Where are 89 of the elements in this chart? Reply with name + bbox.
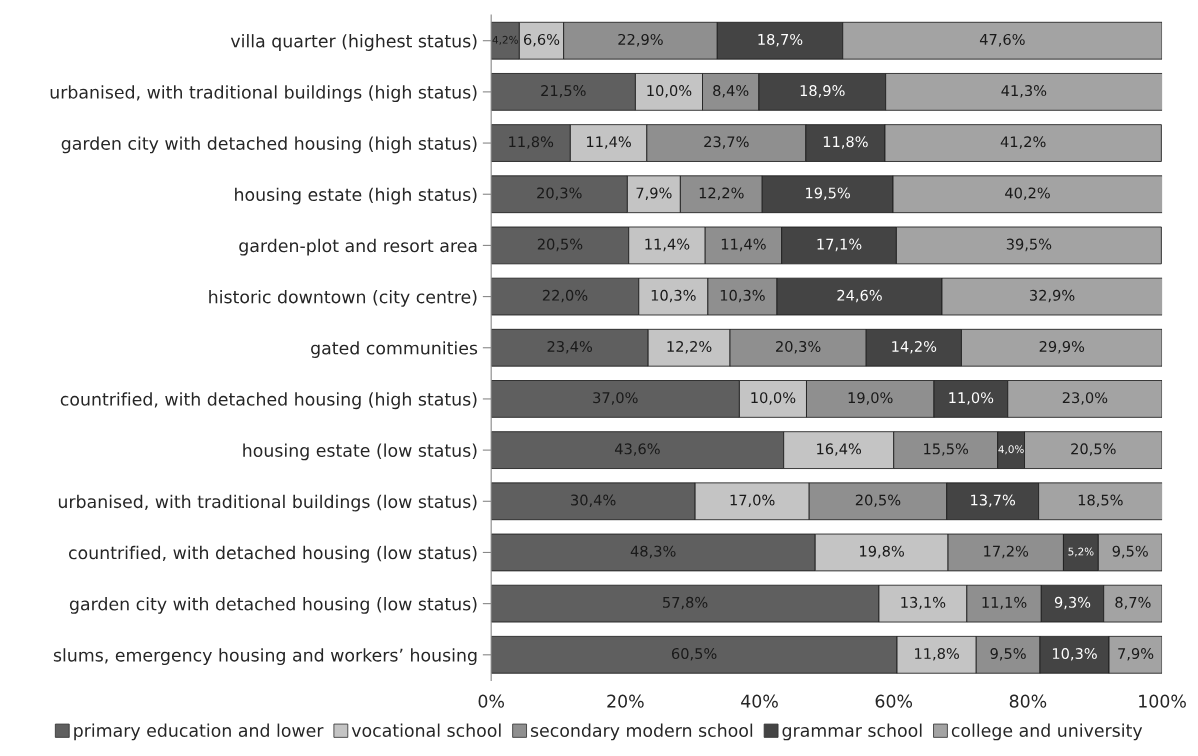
data-label: 37,0% xyxy=(593,392,638,405)
data-label: 16,4% xyxy=(817,443,862,456)
y-tick-label: housing estate (high status) xyxy=(235,187,477,205)
data-label: 10,3% xyxy=(720,289,765,303)
data-label: 11,4% xyxy=(645,238,690,252)
data-label: 19,5% xyxy=(806,187,850,200)
data-label: 23,4% xyxy=(547,340,593,354)
data-label: 13,7% xyxy=(971,494,1016,508)
data-label: 19,0% xyxy=(848,392,893,405)
data-label: 4,2% xyxy=(492,35,518,45)
data-label: 11,8% xyxy=(823,136,868,149)
data-label: 18,9% xyxy=(800,85,845,98)
data-label: 22,0% xyxy=(542,289,588,303)
data-label: 4,0% xyxy=(998,445,1024,455)
data-label: 30,4% xyxy=(571,494,616,508)
y-tick-label: garden city with detached housing (high status) xyxy=(61,136,477,154)
y-tick-label: slums, emergency housing and workers’ housing xyxy=(53,648,477,666)
data-label: 41,2% xyxy=(1000,136,1046,149)
data-label: 12,2% xyxy=(699,187,744,200)
data-label: 11,4% xyxy=(587,136,631,149)
data-label: 24,6% xyxy=(837,289,882,303)
data-label: 8,7% xyxy=(1115,596,1151,610)
data-label: 47,6% xyxy=(979,33,1025,47)
data-label: 22,9% xyxy=(618,33,663,47)
data-label: 10,0% xyxy=(647,85,692,98)
data-label: 18,5% xyxy=(1078,494,1123,508)
y-tick-label: villa quarter (highest status) xyxy=(230,34,477,51)
data-label: 9,5% xyxy=(1112,545,1148,559)
data-label: 18,7% xyxy=(758,33,803,47)
data-label: 40,2% xyxy=(1005,187,1050,200)
data-label: 48,3% xyxy=(630,545,676,559)
data-label: 11,8% xyxy=(915,648,959,661)
data-label: 7,9% xyxy=(636,187,672,200)
data-label: 43,6% xyxy=(614,443,660,456)
data-label: 23,7% xyxy=(704,136,749,149)
data-label: 9,5% xyxy=(990,648,1026,661)
data-label: 20,5% xyxy=(537,238,583,252)
legend-label: college and university xyxy=(951,723,1143,741)
data-label: 20,3% xyxy=(776,340,821,354)
data-label: 14,2% xyxy=(892,340,937,354)
y-tick-label: historic downtown (city centre) xyxy=(209,289,477,307)
y-tick-label: countrified, with detached housing (low status) xyxy=(68,545,477,563)
x-tick-label: 100% xyxy=(1139,694,1186,708)
data-label: 10,3% xyxy=(651,289,696,303)
data-label: 11,1% xyxy=(982,596,1027,610)
data-label: 9,3% xyxy=(1054,596,1091,610)
data-label: 19,8% xyxy=(860,545,904,559)
data-label: 12,2% xyxy=(667,340,712,354)
data-label: 7,9% xyxy=(1118,648,1154,661)
x-tick-label: 60% xyxy=(875,694,913,708)
y-tick-label: garden-plot and resort area xyxy=(239,238,477,256)
data-label: 20,5% xyxy=(1071,443,1116,456)
data-label: 13,1% xyxy=(901,596,946,610)
data-label: 11,4% xyxy=(721,238,766,252)
data-label: 15,5% xyxy=(924,443,969,456)
data-label: 41,3% xyxy=(1001,85,1047,98)
data-label: 29,9% xyxy=(1039,340,1085,354)
data-label: 17,2% xyxy=(984,545,1029,559)
y-tick-label: urbanised, with traditional buildings (low status) xyxy=(58,494,477,512)
data-label: 11,0% xyxy=(949,392,994,405)
x-tick-label: 0% xyxy=(478,694,504,708)
data-label: 32,9% xyxy=(1029,289,1075,303)
x-tick-label: 40% xyxy=(741,694,778,708)
y-tick-label: gated communities xyxy=(311,341,478,358)
legend-label: primary education and lower xyxy=(74,723,324,741)
data-label: 6,6% xyxy=(523,33,560,47)
data-label: 23,0% xyxy=(1062,392,1108,405)
data-label: 60,5% xyxy=(671,648,717,661)
x-tick-label: 80% xyxy=(1009,694,1047,708)
y-tick-label: urbanised, with traditional buildings (high status) xyxy=(50,85,477,103)
data-label: 11,8% xyxy=(509,136,554,149)
legend-label: secondary modern school xyxy=(530,723,753,741)
data-label: 20,5% xyxy=(855,494,901,508)
data-label: 57,8% xyxy=(663,596,708,610)
y-tick-label: countrified, with detached housing (high status) xyxy=(60,392,477,410)
legend-label: grammar school xyxy=(782,723,922,741)
data-label: 5,2% xyxy=(1068,547,1094,557)
y-tick-label: housing estate (low status) xyxy=(243,443,477,461)
legend-label: vocational school xyxy=(351,723,501,738)
data-label: 8,4% xyxy=(713,85,749,98)
data-label: 39,5% xyxy=(1006,238,1052,252)
data-label: 17,0% xyxy=(730,494,775,508)
data-label: 10,3% xyxy=(1052,648,1097,661)
data-label: 20,3% xyxy=(537,187,582,200)
data-label: 21,5% xyxy=(541,85,586,98)
x-tick-label: 20% xyxy=(607,694,644,708)
data-label: 17,1% xyxy=(817,238,862,252)
data-label: 10,0% xyxy=(751,392,796,405)
y-tick-label: garden city with detached housing (low status) xyxy=(69,597,477,614)
